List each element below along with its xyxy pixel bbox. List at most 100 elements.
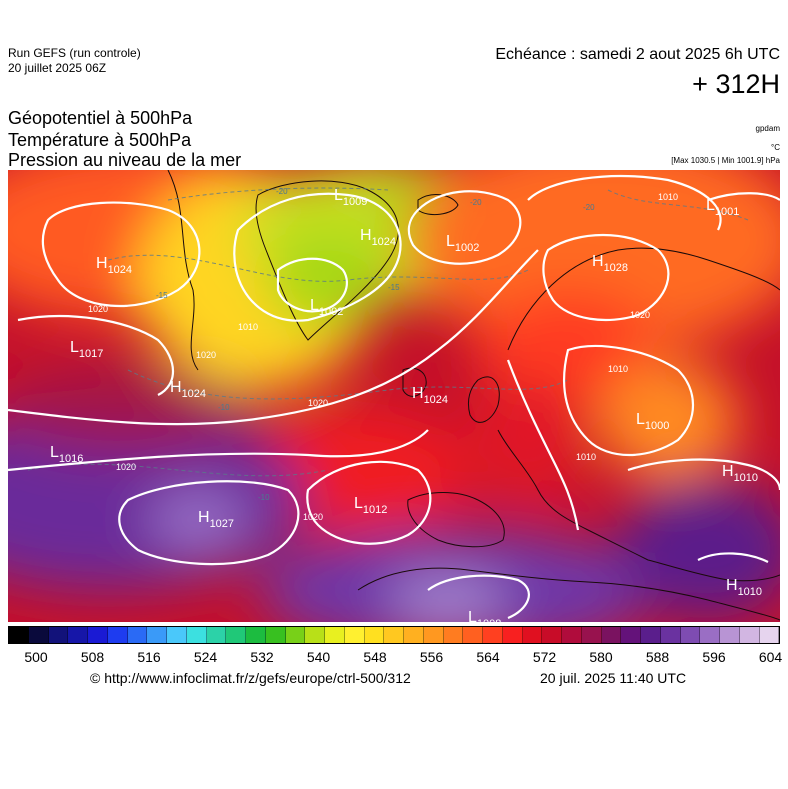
isobar [17,315,174,396]
run-name: Run GEFS (run controle) [8,46,141,60]
unit-geopotential: gpdam [755,124,780,133]
isobar [118,480,300,566]
colorbar-segment [28,627,49,643]
isobar [506,359,580,531]
pressure-center-high: H1010 [722,463,758,484]
colorbar-segment [167,627,187,643]
weather-map: H1024 L1017 H1024 L1016 H1027 L1009 H1024 L1002… [8,170,780,622]
colorbar-tick-label: 508 [80,649,105,665]
isotherm [607,189,749,221]
colorbar-segment [344,627,365,643]
isobar-label: 1010 [608,364,628,374]
forecast-hour: + 312H [692,69,780,99]
pressure-center-low: L1002 [310,297,343,318]
isobars [8,175,780,620]
pressure-center-low: L1000 [636,411,669,432]
credit-url: © http://www.infoclimat.fr/z/gefs/europe… [90,670,411,686]
isobar [527,175,722,231]
isotherm-label: -15 [156,291,168,300]
isotherm [27,463,329,477]
pressure-center-low: L1008 [468,609,501,622]
pressure-center-low: L1012 [354,495,387,516]
colorbar-segment [384,627,404,643]
isobar-label: 1010 [238,322,258,332]
coastline-greenland [255,180,399,341]
coastline-north-africa [357,567,780,621]
param-geopotential: Géopotentiel à 500hPa [8,108,193,128]
isobar [627,458,780,491]
isotherm-label: -10 [258,493,270,502]
isobar-label: 1020 [88,304,108,314]
run-date: 20 juillet 2025 06Z [8,61,107,75]
param-pressure: Pression au niveau de la mer [8,150,242,170]
isotherm [107,254,529,282]
isobar-label: 1020 [303,512,323,522]
colorbar-segment [9,627,29,643]
colorbar-tick-label: 588 [645,649,670,665]
colorbar-segment [680,627,701,643]
pressure-center-labels: H1024 L1017 H1024 L1016 H1027 L1009 H1024 L1002… [50,187,762,622]
colorbar-segment [522,627,543,643]
isobar-label: 1020 [308,398,328,408]
isotherm-label: -20 [583,203,595,212]
colorbar-segment [562,627,582,643]
pressure-center-low: L1016 [50,444,83,465]
isotherm-label: -10 [218,403,230,412]
isobar-label: 1020 [196,350,216,360]
weather-map-canvas: H1024 L1017 H1024 L1016 H1027 L1009 H1024 L1002… [8,170,780,622]
isobar-label: 1020 [116,462,136,472]
colorbar-segment [107,627,128,643]
colorbar-segment [364,627,385,643]
colorbar-segment [621,627,641,643]
colorbar-tick-label: 548 [363,649,387,665]
unit-pressure-range: [Max 1030.5 | Min 1001.9] hPa [671,156,780,165]
coastline-svalbard [417,194,459,216]
colorbar-segment [759,627,780,643]
isotherm-value-labels: -20 -20 -20 -15 -15 -10 -10 [156,187,595,502]
isobar [427,574,530,620]
isobar [8,249,539,426]
isotherm-label: -20 [276,187,288,196]
isotherm [167,187,389,201]
colorbar-segment [206,627,227,643]
colorbar-tick-label: 596 [702,649,726,665]
isotherm-label: -20 [470,198,482,207]
colorbar-segment [720,627,740,643]
pressure-center-low: L1009 [334,187,367,208]
pressure-center-high: H1028 [592,253,628,274]
colorbar-tick-label: 500 [24,649,48,665]
colorbar-tick-label: 564 [476,649,500,665]
colorbar-segment [502,627,523,643]
isobar [306,460,432,545]
colorbar-segment [443,627,464,643]
colorbar-segment [88,627,108,643]
credit-time: 20 juil. 2025 11:40 UTC [540,670,687,686]
colorbar-tick-label: 604 [758,649,783,665]
colorbar-segment [147,627,167,643]
pressure-center-high: H1027 [198,509,234,530]
isobar-label: 1020 [630,310,650,320]
pressure-center-high: H1024 [96,255,132,276]
pressure-center-high: H1010 [726,577,762,598]
colorbar-tick-label: 540 [306,649,331,665]
pressure-center-high: H1024 [412,385,448,406]
forecast-label: Echéance : samedi 2 aout 2025 6h UTC [495,46,780,63]
isobar [707,192,780,202]
colorbar-tick-label: 556 [419,649,444,665]
unit-temperature: °C [771,143,780,152]
isobar [697,552,769,563]
colorbar-segment [226,627,246,643]
pressure-center-low: L1001 [706,197,739,218]
colorbar-segment [581,627,602,643]
isobar [407,190,522,265]
colorbar-segment [700,627,720,643]
colorbar-segment [246,627,266,643]
pressure-center-high: H1024 [170,379,206,400]
colorbar-segment [660,627,681,643]
pressure-center-high: H1024 [360,227,396,248]
colorbar-segment [542,627,562,643]
coastline-scandinavia [507,247,780,351]
coastline-british-isles [467,376,500,423]
isobar-value-labels: 1020 1020 1020 1020 1020 1020 1010 1010 … [88,192,678,522]
colorbar-segment [285,627,306,643]
